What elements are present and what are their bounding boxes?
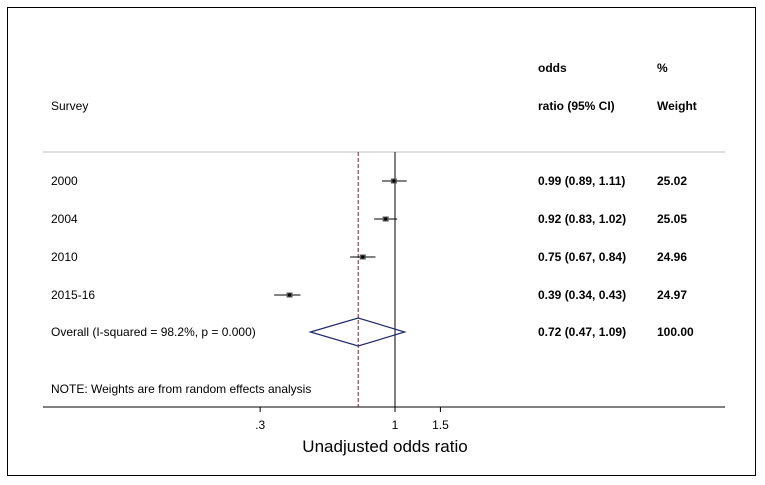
figure-frame bbox=[7, 7, 756, 476]
weight-text: 24.97 bbox=[657, 288, 687, 302]
x-tick-label: 1 bbox=[392, 418, 399, 432]
point-estimate bbox=[392, 179, 396, 183]
overall-ci-text: 0.72 (0.47, 1.09) bbox=[538, 325, 626, 339]
overall-diamond bbox=[308, 317, 407, 347]
header-odds-line1: odds bbox=[538, 61, 567, 75]
study-label: 2010 bbox=[51, 250, 78, 264]
header-weight-line1: % bbox=[657, 61, 668, 75]
weight-text: 25.05 bbox=[657, 212, 687, 226]
ci-text: 0.75 (0.67, 0.84) bbox=[538, 250, 626, 264]
header-weight-line2: Weight bbox=[657, 99, 697, 113]
study-label: 2015-16 bbox=[51, 288, 95, 302]
x-tick-label: .3 bbox=[255, 418, 265, 432]
header-odds-line2: ratio (95% CI) bbox=[538, 99, 615, 113]
study-label: 2000 bbox=[51, 174, 78, 188]
study-label: 2004 bbox=[51, 212, 78, 226]
point-estimate bbox=[361, 255, 365, 259]
point-estimate bbox=[384, 217, 388, 221]
weight-text: 24.96 bbox=[657, 250, 687, 264]
overall-weight-text: 100.00 bbox=[657, 325, 694, 339]
x-tick-label: 1.5 bbox=[432, 418, 449, 432]
x-axis-title: Unadjusted odds ratio bbox=[302, 437, 467, 456]
ci-text: 0.92 (0.83, 1.02) bbox=[538, 212, 626, 226]
overall-label: Overall (I-squared = 98.2%, p = 0.000) bbox=[51, 325, 256, 339]
header-survey: Survey bbox=[51, 99, 88, 113]
ci-text: 0.39 (0.34, 0.43) bbox=[538, 288, 626, 302]
point-estimate bbox=[287, 293, 292, 297]
weight-text: 25.02 bbox=[657, 174, 687, 188]
ci-text: 0.99 (0.89, 1.11) bbox=[538, 174, 625, 188]
weights-note: NOTE: Weights are from random effects an… bbox=[51, 382, 311, 396]
